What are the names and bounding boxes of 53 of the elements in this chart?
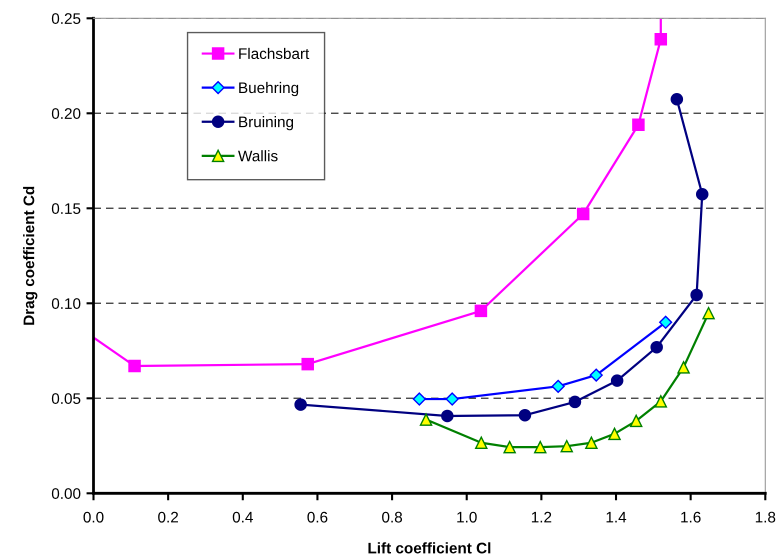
y-tick-label: 0.00 [52,488,80,499]
x-tick-label: 1.0 [457,512,477,523]
x-tick-label: 1.6 [681,512,701,523]
y-tick-label: 0.20 [52,108,80,119]
point [696,188,708,200]
y-tick-label: 0.05 [52,393,80,404]
point [294,398,307,411]
point [650,340,663,354]
x-tick-label: 0.4 [232,512,253,523]
point [534,440,546,454]
y-tick-label: 0.25 [52,13,80,24]
legend-label: Bruining [239,116,294,130]
point [518,408,532,422]
x-tick-label: 0.0 [83,512,104,523]
point [474,304,488,318]
point [659,316,672,329]
point [560,440,573,452]
point [632,118,645,131]
point [475,436,488,450]
point [503,440,516,454]
x-tick-label: 0.2 [158,512,178,523]
point [630,414,642,428]
point [690,288,703,302]
legend-label: Buehring [239,82,298,96]
y-tick-label: 0.15 [52,203,80,214]
point [420,413,432,426]
y-axis-title: Drag coefficient Cd [23,186,38,325]
point [590,368,603,382]
point [585,436,598,450]
point [610,374,624,387]
point [654,32,668,46]
point [576,208,590,220]
point [670,92,684,106]
legend-label: Wallis [238,150,278,162]
point [568,396,582,408]
legend-label: Flachsbart [239,48,310,60]
x-tick-label: 1.8 [756,512,776,523]
point [128,360,141,372]
x-tick-label: 1.4 [606,512,626,522]
point [301,358,314,370]
point [552,380,565,393]
x-tick-label: 0.8 [382,512,402,523]
point [441,410,454,422]
point [608,428,621,440]
point [677,361,690,374]
point [654,395,668,408]
y-tick-label: 0.10 [52,298,80,309]
point [702,306,715,320]
x-tick-label: 0.6 [307,512,328,523]
x-tick-label: 1.2 [532,512,552,522]
x-axis-title: Lift coefficient Cl [368,542,490,554]
point [412,392,426,406]
point [446,392,459,406]
